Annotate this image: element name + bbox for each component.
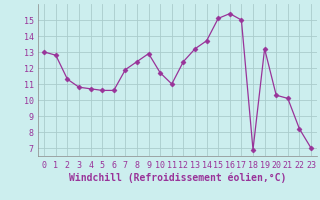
X-axis label: Windchill (Refroidissement éolien,°C): Windchill (Refroidissement éolien,°C) xyxy=(69,173,286,183)
